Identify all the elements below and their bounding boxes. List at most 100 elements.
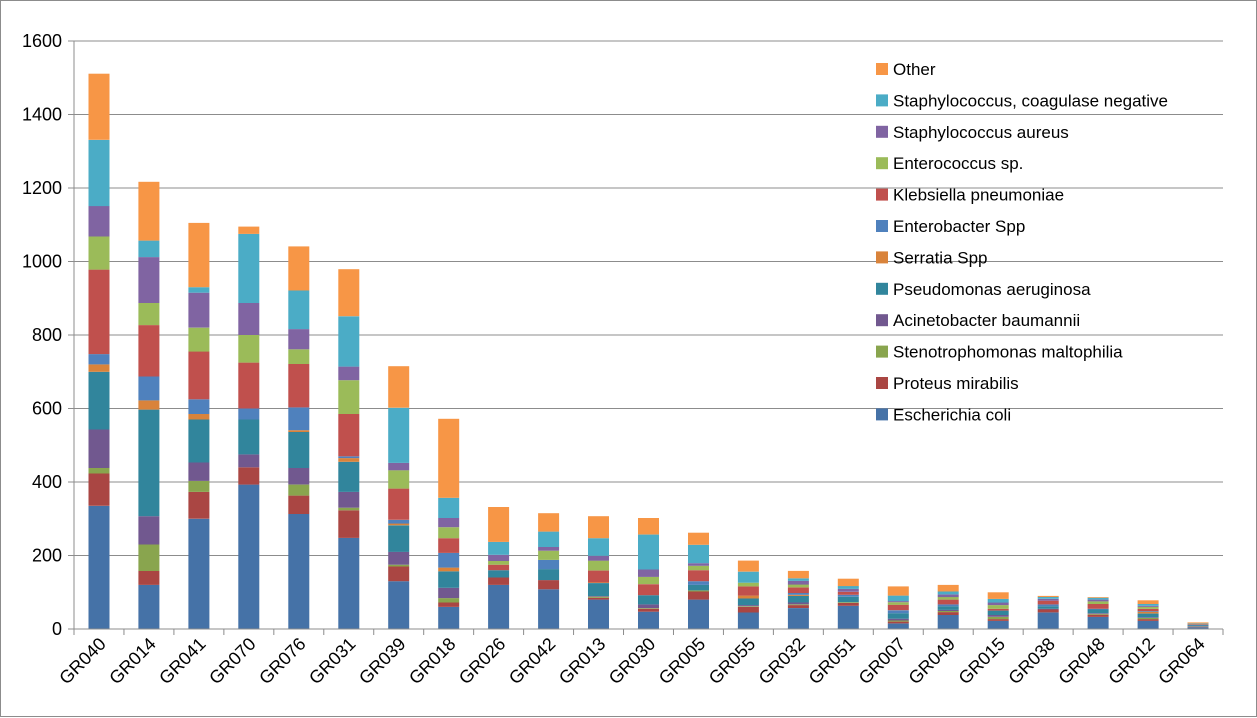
bar-segment xyxy=(138,516,159,544)
bar-segment xyxy=(1138,614,1159,618)
bar-segment xyxy=(1188,622,1209,623)
legend-swatch xyxy=(876,314,888,326)
bar-segment xyxy=(888,621,909,622)
bar-segment xyxy=(738,583,759,587)
bar-segment xyxy=(938,612,959,615)
bar-segment xyxy=(1088,617,1109,629)
bar-segment xyxy=(788,608,809,629)
bar-segment xyxy=(988,611,1009,615)
bar-segment xyxy=(688,566,709,570)
bar-segment xyxy=(1088,604,1109,609)
bar-segment xyxy=(888,619,909,621)
bar-segment xyxy=(89,372,110,430)
bar-segment xyxy=(938,611,959,612)
bar-segment xyxy=(638,518,659,535)
bar-segment xyxy=(888,613,909,619)
bar-segment xyxy=(288,407,309,430)
bar-segment xyxy=(738,607,759,613)
x-tick-label: GR049 xyxy=(905,634,959,688)
bar-segment xyxy=(288,485,309,496)
bar-segment xyxy=(1038,597,1059,599)
bar-segment xyxy=(688,563,709,566)
bar-segment xyxy=(89,354,110,364)
y-tick-label: 1200 xyxy=(22,178,62,198)
x-tick-label: GR026 xyxy=(455,634,509,688)
bar-segment xyxy=(1038,606,1059,609)
bar-segment xyxy=(838,592,859,595)
legend-swatch xyxy=(876,283,888,295)
bar-segment xyxy=(588,582,609,583)
bar-segment xyxy=(438,571,459,588)
bar-segment xyxy=(588,571,609,583)
bar-segment xyxy=(138,241,159,258)
bar-segment xyxy=(838,603,859,606)
bar-segment xyxy=(488,578,509,585)
bar-segment xyxy=(638,604,659,608)
bar-segment xyxy=(588,561,609,571)
bar-segment xyxy=(788,593,809,595)
x-tick-label: GR032 xyxy=(755,634,809,688)
x-tick-label: GR055 xyxy=(705,634,759,688)
bar-segment xyxy=(688,581,709,585)
x-tick-label: GR012 xyxy=(1104,634,1158,688)
bar-segment xyxy=(338,510,359,538)
y-tick-label: 600 xyxy=(32,399,62,419)
bar-segment xyxy=(89,140,110,206)
bar-segment xyxy=(1088,597,1109,598)
bar-segment xyxy=(538,547,559,551)
bar-segment xyxy=(188,414,209,420)
bar-segment xyxy=(1088,613,1109,614)
bar-segment xyxy=(1038,599,1059,601)
bar-segment xyxy=(89,270,110,355)
bar-segment xyxy=(388,565,409,567)
bar-segment xyxy=(238,485,259,629)
bar-segment xyxy=(838,589,859,592)
legend-label: Acinetobacter baumannii xyxy=(893,311,1080,330)
bar-segment xyxy=(188,492,209,519)
bar-segment xyxy=(788,571,809,578)
bar-segment xyxy=(438,588,459,598)
bar-segment xyxy=(138,571,159,585)
bar-segment xyxy=(788,581,809,585)
x-tick-label: GR042 xyxy=(505,634,559,688)
bar-segment xyxy=(188,328,209,352)
bar-segment xyxy=(788,604,809,605)
bar-segment xyxy=(238,335,259,363)
bar-segment xyxy=(938,597,959,600)
bar-segment xyxy=(288,329,309,349)
x-tick-label: GR040 xyxy=(55,634,109,688)
bar-segment xyxy=(688,600,709,629)
bar-segment xyxy=(488,555,509,561)
bar-segment xyxy=(638,612,659,629)
bar-segment xyxy=(838,597,859,603)
bar-segment xyxy=(288,432,309,468)
bar-segment xyxy=(1138,617,1159,618)
bar-segment xyxy=(788,585,809,588)
bar-segment xyxy=(438,603,459,607)
bar-segment xyxy=(238,454,259,467)
x-tick-label: GR048 xyxy=(1054,634,1108,688)
bar-segment xyxy=(388,470,409,488)
legend-label: Enterobacter Spp xyxy=(893,217,1025,236)
bar-segment xyxy=(338,538,359,629)
bar-segment xyxy=(738,561,759,572)
bar-segment xyxy=(438,607,459,629)
bar-segment xyxy=(988,605,1009,609)
legend-label: Other xyxy=(893,60,936,79)
bar-segment xyxy=(438,538,459,553)
y-tick-label: 200 xyxy=(32,546,62,566)
bar-segment xyxy=(838,602,859,603)
bar-segment xyxy=(338,492,359,508)
bar-segment xyxy=(988,621,1009,629)
bar-segment xyxy=(1038,609,1059,610)
bar-segment xyxy=(438,568,459,572)
bar-segment xyxy=(1038,596,1059,597)
bar-segment xyxy=(1038,604,1059,606)
x-tick-label: GR070 xyxy=(205,634,259,688)
bar-segment xyxy=(1138,606,1159,607)
bar-segment xyxy=(938,615,959,629)
bar-segment xyxy=(938,600,959,605)
bar-segment xyxy=(138,377,159,401)
bar-segment xyxy=(1138,607,1159,609)
